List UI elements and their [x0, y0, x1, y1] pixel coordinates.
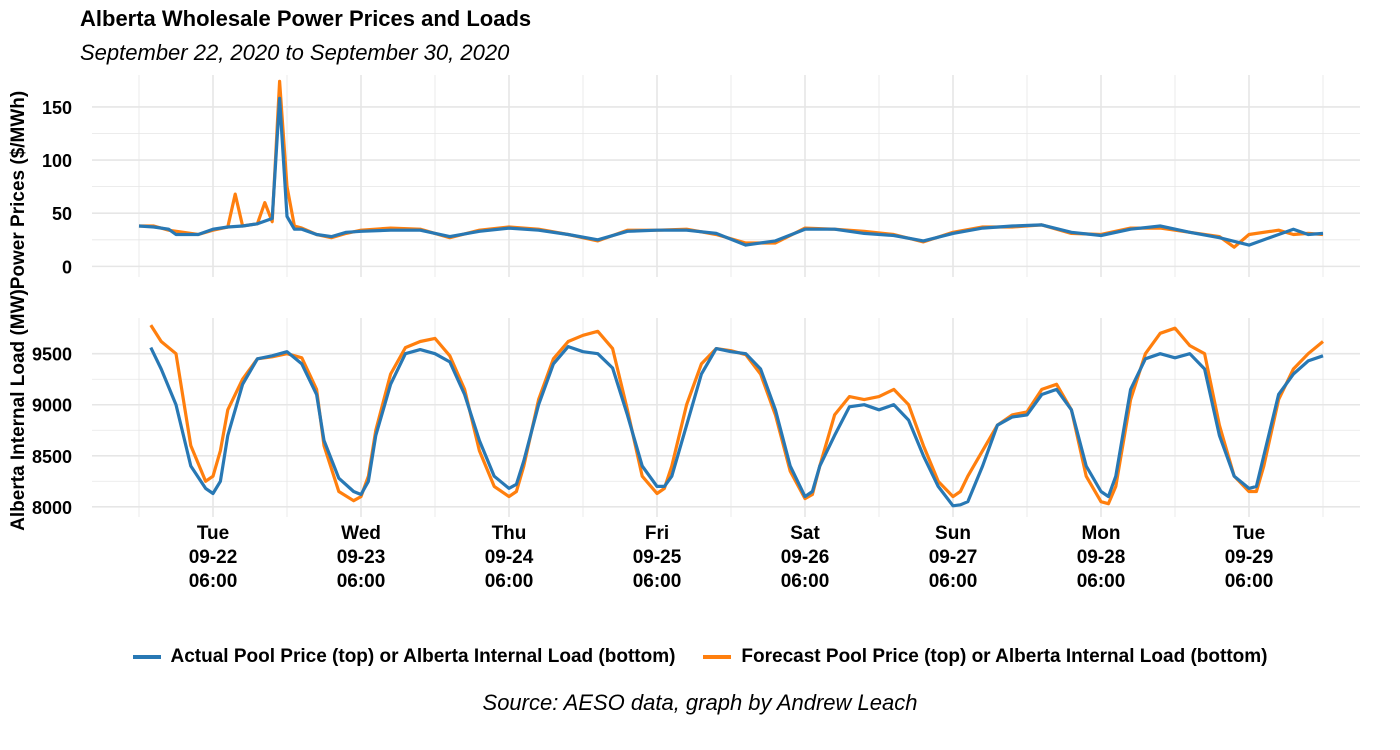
price-axis-label: Power Prices ($/MWh): [8, 91, 29, 290]
price-y-tick-label: 150: [42, 98, 72, 118]
x-tick-label-line: 09-22: [189, 547, 238, 568]
x-tick-label-line: 09-24: [485, 547, 534, 568]
x-tick-label-line: 06:00: [189, 571, 238, 592]
legend-swatch-actual: [132, 655, 161, 659]
x-tick-label: Tue 09-29 06:00: [1225, 523, 1274, 592]
x-tick-label: Mon 09-28 06:00: [1077, 523, 1126, 592]
x-tick-label: Thu 09-24 06:00: [485, 523, 534, 592]
load-y-tick-label: 8500: [32, 447, 72, 467]
x-tick-label-line: 06:00: [1225, 571, 1274, 592]
load-panel: 8000 8500 9000 9500 Tue 09-22 06:00 Wed 09-23 06:…: [32, 318, 1360, 592]
price-y-tick-label: 100: [42, 151, 72, 171]
x-tick-label-line: Tue: [1233, 523, 1265, 544]
x-tick-label-line: 06:00: [781, 571, 830, 592]
load-y-tick-label: 8000: [32, 498, 72, 518]
x-tick-label-line: 06:00: [929, 571, 978, 592]
legend-label-forecast: Forecast Pool Price (top) or Alberta Int…: [741, 646, 1268, 667]
price-panel: 0 50 100 150: [42, 75, 1360, 277]
x-tick-label-line: 09-23: [337, 547, 386, 568]
x-tick-label-line: Mon: [1081, 523, 1120, 544]
x-tick-label-line: 06:00: [633, 571, 682, 592]
load-axis-label: Alberta Internal Load (MW): [8, 289, 29, 531]
x-tick-label-line: 06:00: [1077, 571, 1126, 592]
x-tick-label: Tue 09-22 06:00: [189, 523, 238, 592]
chart-title: Alberta Wholesale Power Prices and Loads: [80, 6, 532, 31]
x-tick-label-line: 09-25: [633, 547, 682, 568]
load-series-actual: [149, 345, 1324, 508]
x-tick-label-line: Sun: [935, 523, 971, 544]
x-tick-label-line: 09-28: [1077, 547, 1126, 568]
x-tick-label: Sat 09-26 06:00: [781, 523, 830, 592]
x-tick-label-line: 09-27: [929, 547, 978, 568]
load-y-tick-label: 9500: [32, 345, 72, 365]
x-tick-label: Sun 09-27 06:00: [929, 523, 978, 592]
x-tick-label-line: 09-29: [1225, 547, 1274, 568]
x-tick-label-line: Thu: [492, 523, 527, 544]
legend-item-actual: Actual Pool Price (top) or Alberta Inter…: [132, 646, 676, 668]
legend-label-actual: Actual Pool Price (top) or Alberta Inter…: [170, 646, 676, 667]
x-tick-label-line: 06:00: [485, 571, 534, 592]
price-y-tick-label: 50: [52, 204, 72, 224]
x-tick-label-line: 06:00: [337, 571, 386, 592]
source-caption: Source: AESO data, graph by Andrew Leach: [482, 690, 918, 715]
price-series-actual: [138, 96, 1324, 247]
legend-swatch-forecast: [703, 655, 732, 659]
x-tick-label: Fri 09-25 06:00: [633, 523, 682, 592]
x-tick-label-line: Wed: [341, 523, 381, 544]
price-y-tick-label: 0: [62, 257, 72, 277]
x-tick-label-line: Tue: [197, 523, 229, 544]
legend: Actual Pool Price (top) or Alberta Inter…: [0, 646, 1400, 668]
x-tick-label: Wed 09-23 06:00: [337, 523, 386, 592]
load-y-tick-label: 9000: [32, 396, 72, 416]
legend-item-forecast: Forecast Pool Price (top) or Alberta Int…: [703, 646, 1267, 668]
chart-subtitle: September 22, 2020 to September 30, 2020: [80, 40, 510, 65]
x-tick-label-line: 09-26: [781, 547, 830, 568]
x-tick-label-line: Sat: [790, 523, 820, 544]
x-tick-label-line: Fri: [645, 523, 669, 544]
